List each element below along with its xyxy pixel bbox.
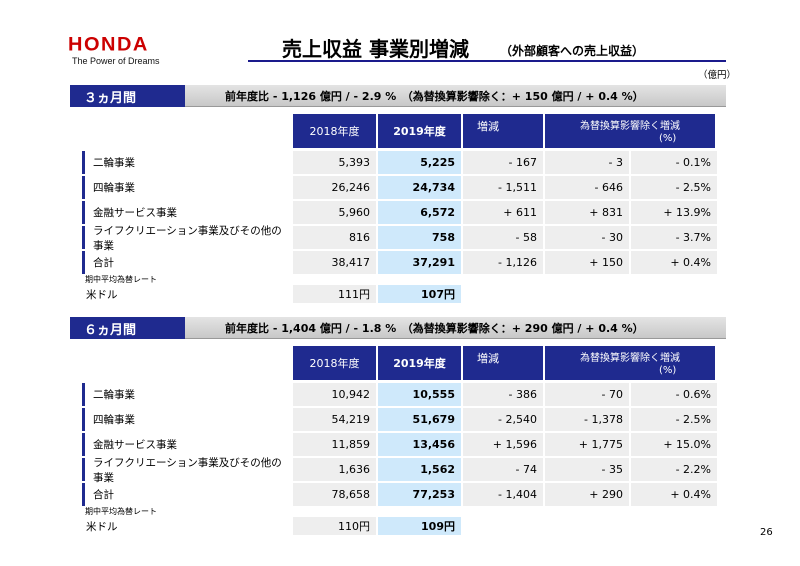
cell-fx-pct: + 0.4% (631, 483, 717, 506)
cell-change: - 2,540 (463, 408, 543, 431)
row-marker (82, 408, 85, 431)
rate-note: 期中平均為替レート (85, 507, 157, 516)
cell-change: - 74 (463, 458, 543, 481)
row-label: 合計 (93, 257, 114, 269)
row-marker (82, 433, 85, 456)
cell-fx-change: - 646 (545, 176, 629, 199)
page-number: 26 (760, 527, 773, 538)
col-header-2018: 2018年度 (293, 346, 376, 380)
cell-2019: 24,734 (378, 176, 461, 199)
cell-2019: 10,555 (378, 383, 461, 406)
cell-2019: 51,679 (378, 408, 461, 431)
page-subtitle: （外部顧客への売上収益） (500, 44, 645, 58)
cell-2018: 38,417 (293, 251, 376, 274)
cell-fx-change: - 3 (545, 151, 629, 174)
cell-fx-change: + 831 (545, 201, 629, 224)
rate-2019: 109円 (378, 517, 461, 535)
cell-2018: 5,393 (293, 151, 376, 174)
cell-fx-change: + 150 (545, 251, 629, 274)
row-label: 四輪事業 (93, 182, 135, 194)
col-header-pct: (%) (659, 365, 677, 376)
cell-2019: 6,572 (378, 201, 461, 224)
cell-change: - 167 (463, 151, 543, 174)
honda-logo: HONDA (68, 34, 149, 56)
row-marker (82, 226, 85, 249)
row-label: 金融サービス事業 (93, 207, 177, 219)
row-marker (82, 151, 85, 174)
cell-change: - 1,404 (463, 483, 543, 506)
cell-fx-pct: - 2.5% (631, 176, 717, 199)
col-header-change: 増減 (463, 114, 543, 148)
cell-change: - 1,126 (463, 251, 543, 274)
cell-fx-change: + 1,775 (545, 433, 629, 456)
rate-2018: 110円 (293, 517, 376, 535)
col-header-2019: 2019年度 (378, 114, 461, 148)
cell-2018: 5,960 (293, 201, 376, 224)
cell-2019: 1,562 (378, 458, 461, 481)
cell-2018: 816 (293, 226, 376, 249)
page-title: 売上収益 事業別増減 (282, 37, 469, 61)
cell-2018: 78,658 (293, 483, 376, 506)
cell-fx-pct: + 13.9% (631, 201, 717, 224)
section-summary: 前年度比 - 1,404 億円 / - 1.8 % （為替換算影響除く：+ 29… (185, 317, 726, 339)
col-header-2019: 2019年度 (378, 346, 461, 380)
cell-fx-change: - 1,378 (545, 408, 629, 431)
cell-fx-pct: - 2.2% (631, 458, 717, 481)
row-marker (82, 458, 85, 481)
row-label: 二輪事業 (93, 389, 135, 401)
section-label: ６ヵ月間 (70, 317, 185, 339)
rate-2019: 107円 (378, 285, 461, 303)
cell-2019: 37,291 (378, 251, 461, 274)
cell-2018: 54,219 (293, 408, 376, 431)
cell-fx-change: - 70 (545, 383, 629, 406)
cell-2019: 758 (378, 226, 461, 249)
cell-change: + 1,596 (463, 433, 543, 456)
row-label: 四輪事業 (93, 414, 135, 426)
rate-label: 米ドル (86, 288, 118, 301)
cell-change: - 1,511 (463, 176, 543, 199)
cell-fx-pct: - 0.6% (631, 383, 717, 406)
row-label: 二輪事業 (93, 157, 135, 169)
cell-fx-pct: - 3.7% (631, 226, 717, 249)
row-marker (82, 201, 85, 224)
col-header-change: 増減 (463, 346, 543, 380)
cell-fx-pct: + 0.4% (631, 251, 717, 274)
rate-label: 米ドル (86, 520, 118, 533)
row-marker (82, 176, 85, 199)
row-label: ライフクリエーション事業及びその他の事業 (93, 456, 282, 484)
cell-2018: 26,246 (293, 176, 376, 199)
cell-2018: 1,636 (293, 458, 376, 481)
cell-2019: 77,253 (378, 483, 461, 506)
col-header-2018: 2018年度 (293, 114, 376, 148)
rate-2018: 111円 (293, 285, 376, 303)
cell-fx-change: - 35 (545, 458, 629, 481)
cell-change: + 611 (463, 201, 543, 224)
cell-fx-pct: + 15.0% (631, 433, 717, 456)
col-header-pct: (%) (659, 133, 677, 144)
row-marker (82, 483, 85, 506)
row-label: 合計 (93, 489, 114, 501)
title-rule (248, 60, 726, 62)
section-summary: 前年度比 - 1,126 億円 / - 2.9 % （為替換算影響除く：+ 15… (185, 85, 726, 107)
col-header-fx: 為替換算影響除く増減 (580, 349, 680, 364)
unit-label: （億円） (698, 70, 737, 81)
brand-tagline: The Power of Dreams (72, 56, 160, 66)
cell-2018: 11,859 (293, 433, 376, 456)
cell-2019: 5,225 (378, 151, 461, 174)
cell-fx-change: + 290 (545, 483, 629, 506)
row-marker (82, 251, 85, 274)
row-label: 金融サービス事業 (93, 439, 177, 451)
cell-fx-pct: - 2.5% (631, 408, 717, 431)
cell-change: - 386 (463, 383, 543, 406)
row-label: ライフクリエーション事業及びその他の事業 (93, 224, 282, 252)
cell-change: - 58 (463, 226, 543, 249)
cell-2018: 10,942 (293, 383, 376, 406)
cell-2019: 13,456 (378, 433, 461, 456)
row-marker (82, 383, 85, 406)
cell-fx-pct: - 0.1% (631, 151, 717, 174)
rate-note: 期中平均為替レート (85, 275, 157, 284)
col-header-fx: 為替換算影響除く増減 (580, 117, 680, 132)
section-label: ３ヵ月間 (70, 85, 185, 107)
cell-fx-change: - 30 (545, 226, 629, 249)
